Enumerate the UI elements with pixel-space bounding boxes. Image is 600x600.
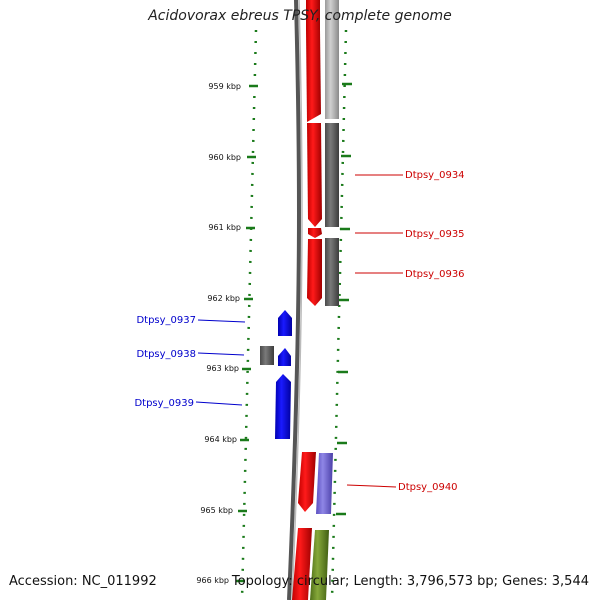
ruler-label: 961 kbp bbox=[208, 223, 241, 232]
genome-summary: Topology: circular; Length: 3,796,573 bp… bbox=[231, 574, 589, 589]
gene-dtpsy-0938[interactable] bbox=[260, 346, 274, 365]
ruler-label: 960 kbp bbox=[208, 153, 241, 162]
gene-dtpsy-0940[interactable] bbox=[316, 453, 333, 514]
gene-labels: Dtpsy_0934 Dtpsy_0935 Dtpsy_0936 Dtpsy_0… bbox=[134, 170, 464, 493]
cds-dtpsy-0935[interactable] bbox=[308, 228, 322, 238]
ruler-label: 959 kbp bbox=[208, 82, 241, 91]
genome-title: Acidovorax ebreus TPSY, complete genome bbox=[148, 8, 452, 24]
gene-block[interactable] bbox=[325, 0, 339, 30]
gene-label-dtpsy-0938[interactable]: Dtpsy_0938 bbox=[136, 349, 196, 360]
cds-dtpsy-0936[interactable] bbox=[307, 239, 322, 306]
cds-dtpsy-0934[interactable] bbox=[307, 123, 322, 227]
gene-label-dtpsy-0934[interactable]: Dtpsy_0934 bbox=[405, 170, 465, 181]
ruler-label: 963 kbp bbox=[206, 364, 239, 373]
cds-dtpsy-0937[interactable] bbox=[278, 310, 292, 336]
cds-block[interactable] bbox=[306, 30, 321, 122]
accession-text: Accession: NC_011992 bbox=[9, 574, 157, 589]
gene-label-dtpsy-0940[interactable]: Dtpsy_0940 bbox=[398, 482, 458, 493]
cds-dtpsy-0938[interactable] bbox=[278, 348, 291, 366]
ruler-labels: 959 kbp 960 kbp 961 kbp 962 kbp 963 kbp … bbox=[196, 82, 241, 585]
gene-label-dtpsy-0936[interactable]: Dtpsy_0936 bbox=[405, 269, 465, 280]
right-ruler-major-ticks bbox=[336, 82, 352, 516]
gene-dtpsy-0936[interactable] bbox=[325, 238, 339, 306]
cds-block[interactable] bbox=[292, 528, 312, 600]
gene-label-dtpsy-0935[interactable]: Dtpsy_0935 bbox=[405, 229, 465, 240]
gene-dtpsy-0934[interactable] bbox=[325, 123, 339, 227]
cds-dtpsy-0939[interactable] bbox=[275, 374, 291, 439]
genome-backbone bbox=[287, 0, 303, 600]
ruler-label: 962 kbp bbox=[207, 294, 240, 303]
ruler-label: 964 kbp bbox=[204, 435, 237, 444]
left-dotted-ruler bbox=[240, 29, 258, 600]
gene-label-dtpsy-0937[interactable]: Dtpsy_0937 bbox=[136, 315, 196, 326]
reverse-cds-track bbox=[292, 0, 322, 600]
cds-dtpsy-0940[interactable] bbox=[298, 452, 316, 512]
leader-lines bbox=[195, 174, 403, 488]
ruler-label: 966 kbp bbox=[196, 576, 229, 585]
gene-label-dtpsy-0939[interactable]: Dtpsy_0939 bbox=[134, 398, 194, 409]
ruler-major-ticks bbox=[236, 84, 258, 583]
gene-block[interactable] bbox=[310, 530, 329, 600]
forward-cds-track bbox=[260, 310, 292, 439]
gene-track bbox=[310, 0, 339, 600]
gene-block[interactable] bbox=[325, 30, 339, 119]
cds-block[interactable] bbox=[306, 0, 320, 30]
ruler-label: 965 kbp bbox=[200, 506, 233, 515]
